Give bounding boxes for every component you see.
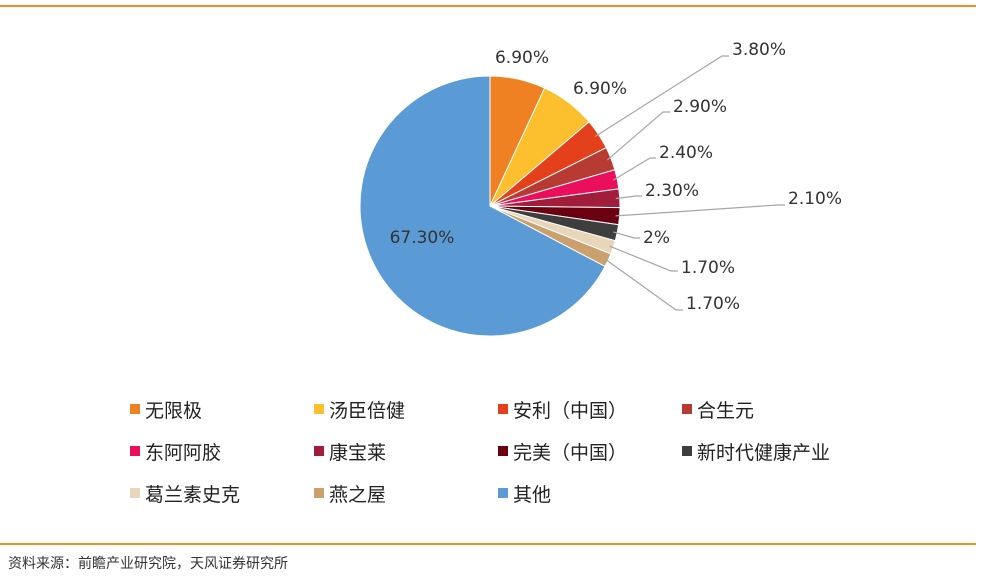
legend-item: 完美（中国） — [498, 440, 628, 464]
data-label: 3.80% — [732, 40, 786, 60]
data-label: 2% — [643, 228, 670, 248]
leader-line — [612, 157, 656, 181]
legend-item: 无限极 — [130, 398, 203, 422]
legend-swatch — [498, 404, 508, 414]
legend-swatch — [130, 446, 140, 456]
legend-label: 无限极 — [145, 399, 203, 422]
legend-swatch — [130, 488, 140, 498]
data-label: 67.30% — [390, 228, 455, 248]
legend-item: 燕之屋 — [314, 482, 387, 506]
top-rule — [0, 5, 976, 7]
legend-label: 燕之屋 — [329, 483, 387, 506]
legend-item: 葛兰素史克 — [130, 482, 241, 506]
data-label: 6.90% — [495, 48, 549, 68]
data-label: 6.90% — [573, 79, 627, 99]
legend-label: 东阿阿胶 — [145, 441, 222, 464]
source-note: 资料来源：前瞻产业研究院，天风证券研究所 — [8, 556, 288, 572]
leader-line — [606, 111, 670, 161]
data-label: 2.90% — [673, 97, 727, 117]
legend-swatch — [682, 446, 692, 456]
legend-swatch — [682, 404, 692, 414]
bottom-rule — [0, 543, 976, 545]
pie-chart: 6.90% 6.90% 3.80% 2.90% 2.40% 2.30% 2.10% 2% 1.7… — [359, 40, 842, 337]
pie-slice — [359, 75, 606, 337]
data-label: 2.30% — [645, 181, 699, 201]
legend-swatch — [314, 446, 324, 456]
leader-line — [604, 258, 683, 311]
data-label: 1.70% — [681, 258, 735, 278]
legend-swatch — [314, 404, 324, 414]
legend-item: 合生元 — [682, 398, 755, 422]
legend-item: 新时代健康产业 — [682, 440, 831, 464]
data-label: 2.40% — [659, 143, 713, 163]
legend-item: 安利（中国） — [498, 398, 628, 422]
data-label: 2.10% — [788, 189, 842, 209]
legend-label: 葛兰素史克 — [145, 483, 241, 506]
legend-label: 康宝莱 — [329, 441, 387, 464]
leader-line — [615, 195, 642, 200]
legend-swatch — [314, 488, 324, 498]
legend-swatch — [130, 404, 140, 414]
leader-line — [609, 245, 678, 272]
legend-swatch — [498, 488, 508, 498]
legend-swatch — [498, 446, 508, 456]
legend-label: 其他 — [513, 483, 552, 506]
legend-label: 汤臣倍健 — [329, 399, 406, 422]
leader-line — [613, 231, 640, 239]
data-label: 1.70% — [686, 294, 740, 314]
legend-label: 新时代健康产业 — [697, 441, 831, 464]
legend-label: 安利（中国） — [513, 399, 628, 422]
legend-item: 其他 — [498, 482, 552, 506]
leader-line — [594, 55, 729, 138]
legend-item: 汤臣倍健 — [314, 398, 406, 422]
legend-item: 东阿阿胶 — [130, 440, 222, 464]
leader-line — [615, 204, 785, 217]
legend-label: 完美（中国） — [513, 441, 628, 464]
legend-item: 康宝莱 — [314, 440, 387, 464]
legend-label: 合生元 — [697, 399, 755, 422]
